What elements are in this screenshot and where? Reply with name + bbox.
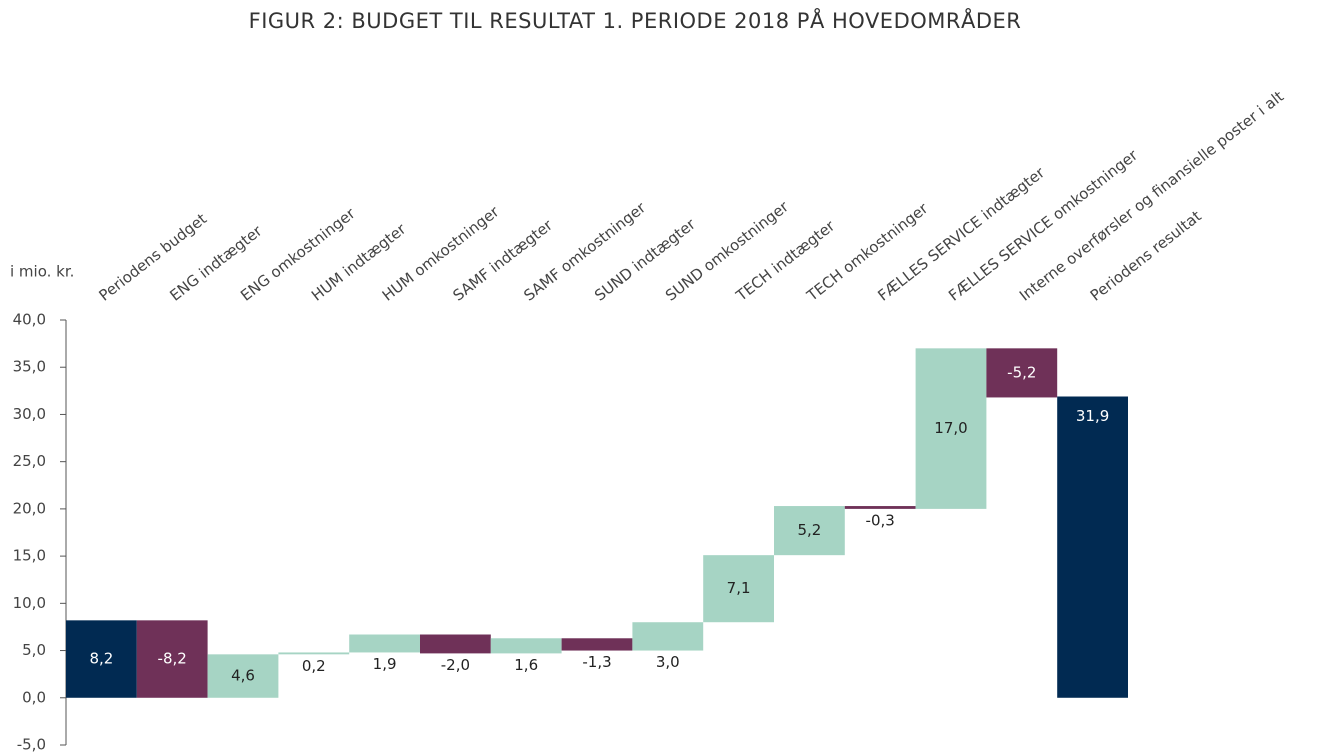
- data-label: 3,0: [656, 653, 680, 671]
- data-label: 1,9: [373, 655, 397, 673]
- data-label: -0,3: [866, 511, 895, 529]
- chart-title: FIGUR 2: BUDGET TIL RESULTAT 1. PERIODE …: [249, 7, 1022, 33]
- x-tick-label: Interne overførsler og finansielle poste…: [1016, 87, 1287, 304]
- data-label: 0,2: [302, 657, 326, 675]
- bar: [66, 620, 137, 698]
- bar: [207, 654, 279, 698]
- x-tick-label: SAMF omkostninger: [520, 198, 649, 305]
- bar: [986, 348, 1058, 398]
- y-tick-label: 0,0: [22, 688, 46, 706]
- y-tick-label: 5,0: [22, 641, 46, 659]
- bar: [703, 555, 774, 623]
- y-tick-label: 20,0: [13, 499, 46, 517]
- y-tick-label: 15,0: [13, 547, 46, 565]
- data-label: 17,0: [934, 419, 967, 437]
- data-label: 7,1: [727, 579, 751, 597]
- data-label: -2,0: [441, 656, 470, 674]
- bar: [136, 620, 208, 698]
- x-tick-label: SUND omkostninger: [662, 197, 793, 305]
- data-label: 5,2: [797, 521, 821, 539]
- bar: [349, 634, 420, 653]
- data-label: -1,3: [582, 653, 611, 671]
- data-label: -8,2: [158, 650, 187, 668]
- bar: [915, 348, 987, 509]
- y-tick-label: 25,0: [13, 452, 46, 470]
- x-tick-label: HUM omkostninger: [379, 202, 503, 305]
- data-label: 8,2: [89, 650, 113, 668]
- x-tick-label: ENG omkostninger: [237, 204, 359, 305]
- bar: [844, 506, 916, 509]
- y-tick-label: -5,0: [17, 736, 46, 754]
- data-label: 1,6: [514, 656, 538, 674]
- bar: [1057, 396, 1128, 698]
- bar: [774, 506, 845, 556]
- y-axis-label: i mio. kr.: [10, 263, 74, 281]
- x-tick-label: TECH omkostninger: [803, 199, 932, 305]
- data-label: -5,2: [1007, 363, 1036, 381]
- y-tick-label: 40,0: [13, 311, 46, 329]
- data-label: 31,9: [1076, 407, 1109, 425]
- bar: [561, 638, 633, 651]
- data-label: 4,6: [231, 667, 255, 685]
- bar: [420, 634, 491, 654]
- y-tick-label: 30,0: [13, 405, 46, 423]
- bar: [278, 652, 350, 655]
- bar: [632, 622, 704, 651]
- y-tick-label: 35,0: [13, 358, 46, 376]
- bar: [490, 638, 562, 654]
- y-tick-label: 10,0: [13, 594, 46, 612]
